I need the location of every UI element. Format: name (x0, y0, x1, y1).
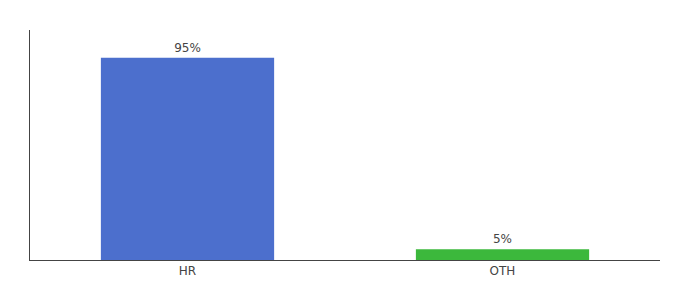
svg-text:OTH: OTH (490, 264, 516, 278)
svg-text:95%: 95% (174, 41, 201, 55)
svg-text:5%: 5% (493, 232, 512, 246)
svg-text:HR: HR (179, 264, 196, 278)
